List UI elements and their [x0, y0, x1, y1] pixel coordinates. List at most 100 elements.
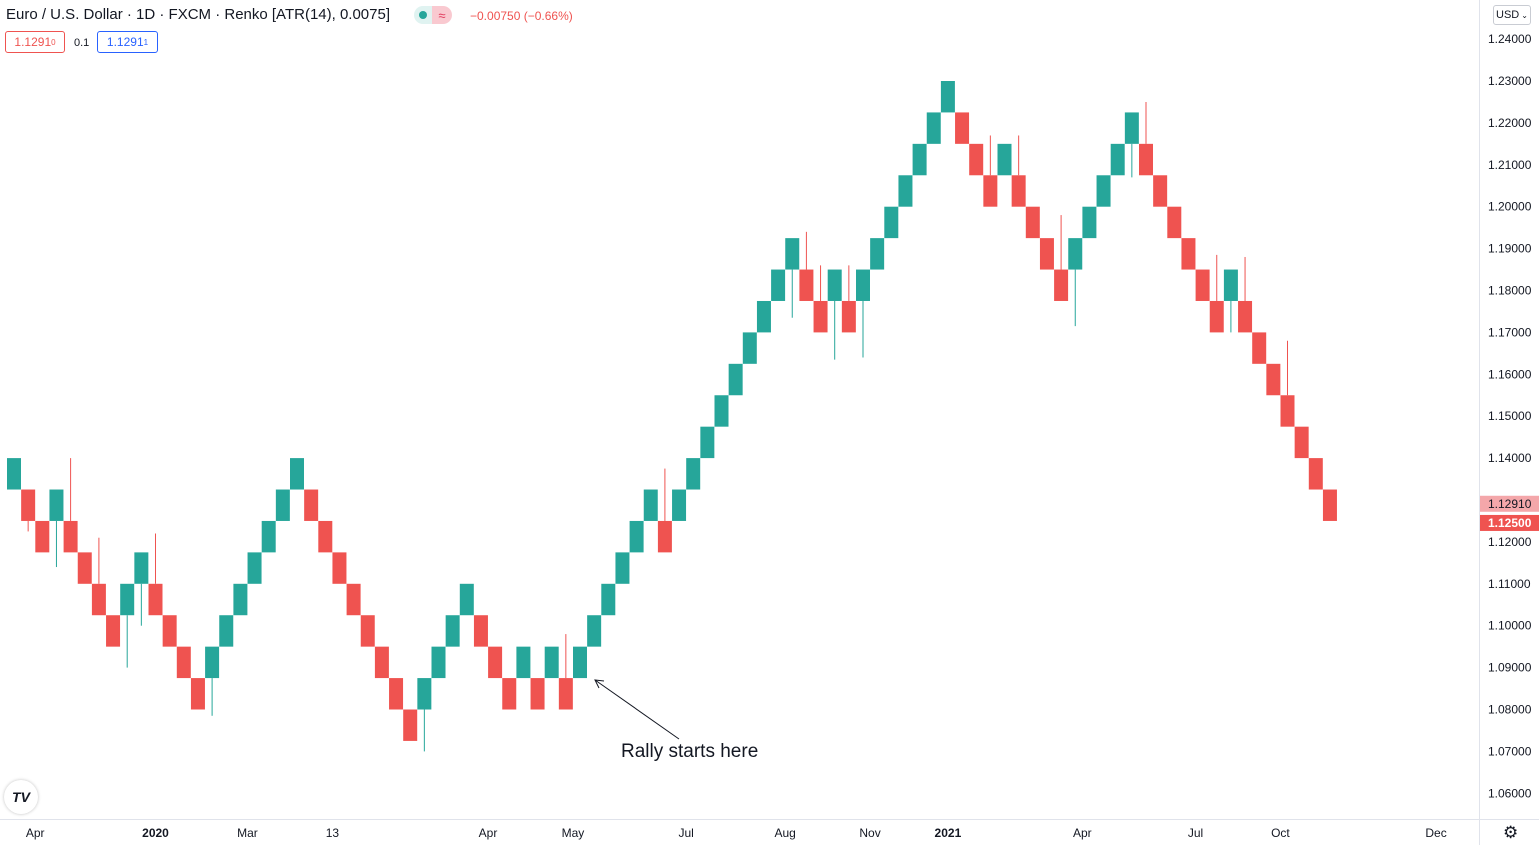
renko-brick-down [1252, 332, 1267, 364]
renko-brick-down [473, 615, 488, 647]
time-tick-label: Mar [237, 826, 258, 840]
price-tick-label: 1.14000 [1488, 451, 1532, 465]
renko-brick-down [1011, 175, 1026, 207]
legend-status-badges[interactable]: ≈ [414, 6, 452, 24]
chevron-down-icon: ⌄ [1521, 10, 1528, 20]
renko-brick-down [1238, 300, 1253, 333]
renko-brick-up [134, 552, 149, 584]
currency-label: USD [1496, 9, 1520, 21]
renko-brick-down [190, 678, 205, 710]
renko-brick-up [997, 143, 1012, 176]
price-tick-label: 1.10000 [1488, 619, 1532, 633]
renko-brick-down [1153, 175, 1168, 207]
buy-price-value: 1.1291 [106, 35, 144, 49]
renko-brick-down [1308, 458, 1323, 490]
last-price-label: 1.12910 [1488, 497, 1532, 511]
renko-brick-up [1082, 206, 1097, 239]
price-tick-label: 1.06000 [1488, 786, 1532, 800]
renko-brick-down [1209, 300, 1224, 333]
price-tick-label: 1.24000 [1488, 32, 1532, 46]
renko-brick-down [1181, 238, 1196, 270]
renko-brick-up [629, 520, 644, 553]
time-axis[interactable]: Apr 2020 Mar 13 Apr May Jul Aug Nov 2021 Apr Jul Oct… [26, 826, 1447, 840]
symbol-legend-title[interactable]: Euro / U.S. Dollar · 1D · FXCM · Renko [… [6, 6, 391, 23]
renko-brick-up [940, 81, 955, 113]
time-tick-label: Apr [479, 826, 498, 840]
renko-brick-down [502, 678, 517, 710]
renko-brick-down [374, 646, 389, 679]
renko-brick-up [417, 678, 432, 710]
renko-brick-down [148, 583, 163, 616]
time-tick-label: Jul [678, 826, 693, 840]
renko-brick-down [403, 709, 418, 741]
renko-brick-up [205, 646, 220, 679]
renko-brick-up [785, 238, 800, 270]
renko-brick-up [49, 489, 64, 521]
buy-price-button[interactable]: 1.1291 1 [97, 31, 158, 53]
renko-brick-down [91, 583, 106, 616]
price-tick-label: 1.19000 [1488, 242, 1532, 256]
renko-brick-down [1280, 395, 1295, 427]
annotation-text: Rally starts here [621, 741, 759, 762]
data-delayed-icon[interactable]: ≈ [432, 6, 452, 24]
price-tick-label: 1.18000 [1488, 284, 1532, 298]
renko-brick-down [841, 300, 856, 333]
renko-brick-down [304, 489, 319, 521]
price-tick-label: 1.17000 [1488, 325, 1532, 339]
time-tick-label: 13 [326, 826, 340, 840]
renko-brick-up [643, 489, 658, 521]
price-tick-label: 1.22000 [1488, 116, 1532, 130]
time-tick-label: May [562, 826, 585, 840]
renko-brick-up [7, 458, 21, 490]
renko-brick-up [686, 458, 701, 490]
renko-brick-up [1096, 175, 1111, 207]
time-tick-label: Nov [859, 826, 880, 840]
renko-brick-up [431, 646, 446, 679]
time-tick-label: Aug [774, 826, 795, 840]
time-tick-label: 2021 [935, 826, 962, 840]
renko-brick-down [488, 646, 503, 679]
time-tick-label: Jul [1188, 826, 1203, 840]
sell-price-button[interactable]: 1.1291 0 [5, 31, 65, 53]
renko-brick-down [1025, 206, 1040, 239]
renko-brick-down [63, 520, 78, 553]
renko-brick-down [1266, 363, 1281, 396]
gear-icon[interactable]: ⚙ [1503, 823, 1519, 842]
price-tick-label: 1.16000 [1488, 367, 1532, 381]
renko-brick-up [912, 143, 927, 176]
last-price-tag [1480, 514, 1539, 531]
renko-brick-down [955, 112, 970, 144]
renko-brick-down [657, 520, 672, 553]
renko-brick-up [247, 552, 262, 584]
tradingview-logo-icon[interactable]: TV [4, 780, 38, 814]
renko-brick-down [1322, 489, 1337, 521]
renko-brick-up [672, 489, 687, 521]
renko-brick-down [106, 615, 121, 647]
price-tick-label: 1.15000 [1488, 409, 1532, 423]
renko-brick-up [219, 615, 234, 647]
renko-brick-down [77, 552, 92, 584]
currency-selector[interactable]: USD ⌄ [1493, 5, 1531, 25]
renko-brick-down [346, 583, 361, 616]
renko-brick-down [530, 678, 545, 710]
renko-brick-up [275, 489, 290, 521]
price-tick-label: 1.08000 [1488, 703, 1532, 717]
price-tick-label: 1.07000 [1488, 744, 1532, 758]
renko-brick-up [714, 395, 729, 427]
renko-brick-up [898, 175, 913, 207]
sell-price-value: 1.1291 [14, 35, 52, 49]
last-price-labels: 1.12910 1.12500 [1480, 495, 1539, 531]
renko-brick-up [771, 269, 786, 301]
renko-brick-up [884, 206, 899, 239]
renko-brick-down [332, 552, 347, 584]
renko-brick-up [573, 646, 587, 679]
renko-brick-down [318, 520, 333, 553]
renko-brick-up [459, 583, 474, 616]
time-tick-label: Dec [1425, 826, 1446, 840]
renko-brick-down [983, 175, 998, 207]
price-axis[interactable]: 1.24000 1.23000 1.22000 1.21000 1.20000 1.190… [1488, 32, 1532, 800]
renko-brick-up [756, 300, 771, 333]
market-open-icon[interactable] [414, 6, 432, 24]
spread-value: 0.1 [74, 37, 90, 49]
